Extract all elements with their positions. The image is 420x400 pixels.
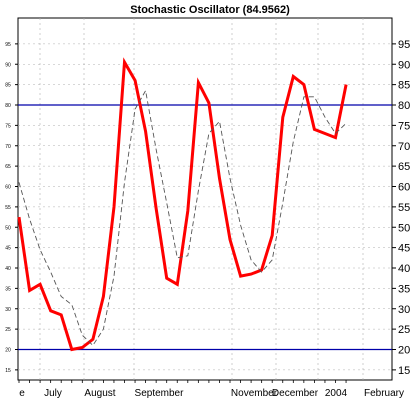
k-line [17, 57, 348, 352]
y-tick-label: 35 [398, 283, 410, 295]
y-tick-label-left: 85 [5, 83, 11, 89]
y-tick-label-left: 75 [5, 123, 11, 129]
y-tick-label-left: 30 [5, 307, 11, 313]
y-tick-label-left: 60 [5, 185, 11, 191]
y-tick-label: 20 [398, 345, 410, 357]
y-tick-label-left: 35 [5, 286, 11, 292]
y-tick-label-left: 40 [5, 266, 11, 272]
y-axis-ticks: 15 15 20 20 25 25 30 30 35 35 40 40 45 45 50 50 55 55 60 60… [5, 39, 410, 377]
x-tick-label: November [231, 388, 278, 399]
y-tick-label: 95 [398, 39, 410, 51]
plot-frame [17, 17, 393, 381]
y-tick-label-left: 70 [5, 144, 11, 150]
y-tick-label-left: 80 [5, 103, 11, 109]
y-tick-label: 40 [398, 263, 410, 275]
chart-title: Stochastic Oscillator (84.9562) [130, 4, 290, 16]
y-tick-label: 80 [398, 100, 410, 112]
y-tick-label: 15 [398, 365, 410, 377]
y-tick-label-left: 50 [5, 225, 11, 231]
y-tick-label-left: 20 [5, 348, 11, 354]
y-tick-label: 65 [398, 161, 410, 173]
y-tick-label: 90 [398, 59, 410, 71]
x-tick-label: August [84, 388, 115, 399]
y-tick-label-left: 55 [5, 205, 11, 211]
y-tick-label: 55 [398, 202, 410, 214]
y-tick-label: 25 [398, 324, 410, 336]
x-tick-label: July [44, 388, 62, 399]
y-tick-label: 70 [398, 141, 410, 153]
x-tick-label: February [364, 388, 404, 399]
y-tick-label-left: 90 [5, 62, 11, 68]
series-group [17, 57, 348, 352]
x-tick-label: September [135, 388, 185, 399]
y-tick-label-left: 65 [5, 164, 11, 170]
y-tick-label-left: 15 [5, 368, 11, 374]
d-line [18, 89, 347, 347]
x-tick-label: e [19, 388, 25, 399]
y-tick-label: 45 [398, 243, 410, 255]
y-tick-label-left: 25 [5, 327, 11, 333]
y-tick-label: 60 [398, 182, 410, 194]
y-tick-label: 85 [398, 80, 410, 92]
reference-lines [18, 104, 392, 351]
y-tick-label: 30 [398, 304, 410, 316]
grid [18, 18, 392, 380]
y-tick-label: 50 [398, 222, 410, 234]
x-tick-label: December [272, 388, 319, 399]
x-tick-label: 2004 [325, 388, 348, 399]
y-tick-label-left: 45 [5, 246, 11, 252]
y-tick-label-left: 95 [5, 42, 11, 48]
y-tick-label: 75 [398, 120, 410, 132]
